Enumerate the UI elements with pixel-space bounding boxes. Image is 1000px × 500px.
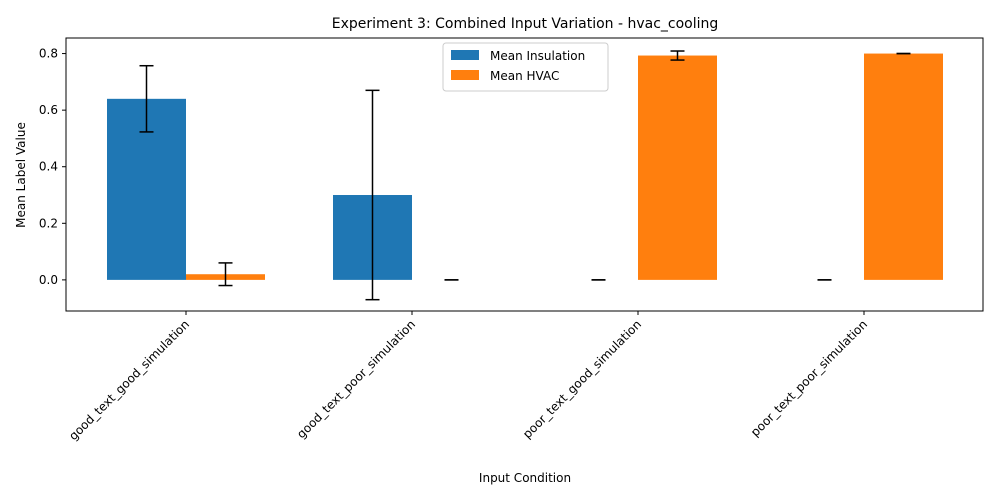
y-tick-label: 0.6 [39,103,58,117]
legend-label-insulation: Mean Insulation [490,49,585,63]
y-tick-label: 0.0 [39,273,58,287]
legend-swatch-hvac [451,70,479,80]
y-tick-label: 0.2 [39,216,58,230]
y-tick-label: 0.8 [39,47,58,61]
bar-hvac-3 [638,55,717,280]
legend: Mean Insulation Mean HVAC [442,42,609,92]
error-bar-insulation-2 [365,89,380,301]
plot-frame [65,37,984,312]
bar-hvac-4 [864,53,943,280]
x-axis-label: Input Condition [479,471,571,485]
legend-label-hvac: Mean HVAC [490,69,559,83]
error-bar-insulation-1 [139,64,154,133]
legend-box [442,42,609,92]
chart-title: Experiment 3: Combined Input Variation -… [332,16,719,32]
error-bar-hvac-1 [218,262,233,287]
y-tick-label: 0.4 [39,160,58,174]
y-axis-label: Mean Label Value [14,122,28,228]
legend-swatch-insulation [451,50,479,60]
error-bar-hvac-3 [670,50,685,61]
